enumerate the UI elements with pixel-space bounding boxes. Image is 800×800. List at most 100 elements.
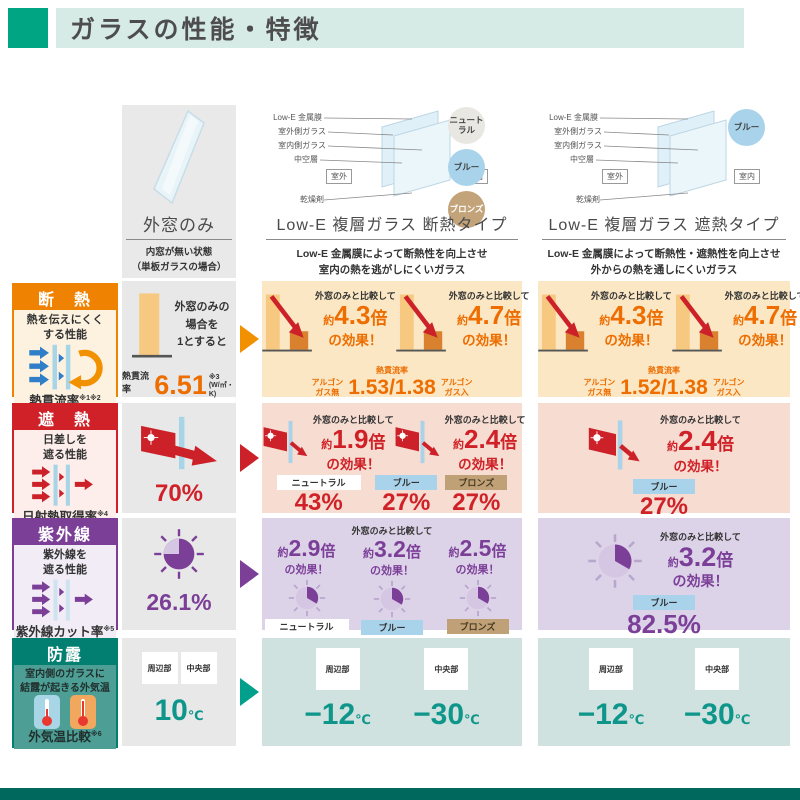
result-blue: ブルー 27%: [538, 479, 790, 520]
diagram-label-outdoor: 室外: [602, 169, 628, 184]
color-swatches: ブルー: [728, 109, 765, 146]
compare-group: 外窓のみと比較して 約4.7倍 の効果！: [672, 289, 800, 357]
cold-thermometer-icon: [34, 695, 60, 729]
result-blue: ブルー 27%: [375, 475, 438, 516]
uv-block-icon: [32, 579, 93, 621]
temp-peripheral: 周辺部 −12℃: [304, 648, 371, 730]
bar-drop-icon: [538, 294, 588, 352]
diagram-label-indoor-glass: 室内側ガラス: [278, 141, 326, 150]
baseline-bar-icon: [132, 293, 172, 358]
sun-deflect-icon: [588, 420, 640, 470]
swatch-bronze: ブロンズ: [448, 191, 485, 228]
outer-only-title: 外窓のみ: [143, 216, 215, 235]
right-arrow-condensation: [240, 678, 259, 706]
outer-baseline-note: 外窓のみの 場合を 1とすると: [174, 301, 230, 349]
diagram-label-outdoor: 室外: [326, 169, 352, 184]
outer-heat-flow-value: 熱貫流率 6.51 ※3 (W/㎡・K): [122, 370, 234, 400]
compare-group: 外窓のみと比較して 約3.2倍 の効果！: [538, 518, 790, 591]
cell-shielding-right: 外窓のみと比較して 約2.4倍 の効果！ ブルー 27%: [538, 403, 790, 520]
uv-pie-sun-icon: [154, 529, 204, 579]
cell-uv-outer: 26.1%: [122, 518, 236, 630]
sun-pass-icon: [141, 416, 217, 470]
result-neutral: ニュートラル 43%: [276, 475, 361, 516]
insulation-type-title: Low-E 複層ガラス 断熱タイプ: [276, 217, 508, 234]
compare-group: 外窓のみと比較して 約4.3倍 の効果！: [538, 289, 672, 357]
swatch-blue: ブルー: [448, 149, 485, 186]
column-header-outer-only: 外窓のみ 内窓が無い状態 （単板ガラスの場合）: [122, 105, 236, 278]
diagram-label-desiccant: 乾燥剤: [300, 195, 324, 204]
cell-shielding-outer: 70%: [122, 403, 236, 513]
cell-condensation-mid: 周辺部 −12℃ 中央部 −30℃: [262, 638, 522, 746]
row-label-condensation-desc: 室内側のガラスに 結露が起きる外気温: [20, 669, 110, 694]
diagram-label-metal-film: Low-E 金属膜: [549, 113, 598, 122]
compare-group: 外窓のみと比較して 約2.4倍 の効果！: [394, 413, 525, 473]
glass-panes-icon: [595, 110, 727, 201]
cell-condensation-right: 周辺部 −12℃ 中央部 −30℃: [538, 638, 790, 746]
right-arrow-shielding: [240, 444, 259, 472]
tile-peripheral: 周辺部: [141, 652, 178, 684]
heat-shield-icon: [32, 464, 93, 506]
divider: [126, 239, 232, 240]
compare-group: 外窓のみと比較して 約4.7倍 の効果！: [396, 289, 529, 357]
row-label-insulation-title: 断 熱: [14, 285, 116, 310]
bar-drop-icon: [262, 294, 312, 352]
swatch-neutral: ニュートラル: [448, 107, 485, 144]
row-label-uv: 紫外線 紫外線を 遮る性能 紫外線カット率※5: [12, 518, 118, 644]
uv-pie-sun-icon: [588, 533, 642, 588]
outer-uv-value: 26.1%: [146, 589, 212, 615]
glass-panes-icon: [319, 110, 451, 201]
diagram-label-hollow-layer: 中空層: [570, 155, 594, 164]
swatch-blue: ブルー: [728, 109, 765, 146]
sun-deflect-icon: [263, 420, 308, 464]
cell-insulation-mid: 外窓のみと比較して 約4.3倍 の効果！ 外窓のみと比較して 約4.7倍 の効果…: [262, 281, 529, 412]
diagram-label-hollow-layer: 中空層: [294, 155, 318, 164]
shielding-type-desc: Low-E 金属膜によって断熱性・遮熱性を向上させ 外からの熱を通しにくいガラス: [547, 248, 781, 277]
row-label-condensation-metric: 外気温比較※6: [28, 730, 102, 744]
diagram-label-outdoor-glass: 室外側ガラス: [554, 127, 602, 136]
cell-uv-right: 外窓のみと比較して 約3.2倍 の効果！ ブルー 82.5%: [538, 518, 790, 638]
row-label-shielding-title: 遮 熱: [14, 405, 116, 430]
accent-square: [8, 8, 48, 48]
row-label-insulation: 断 熱 熱を伝えにくく する性能 熱貫流率※1※2: [12, 283, 118, 413]
result-blue: ブルー 82.5%: [538, 595, 790, 639]
bar-drop-icon: [396, 294, 446, 352]
column-header-insulation-type: Low-E 金属膜 室外側ガラス 室内側ガラス 中空層 乾燥剤 室外 室内 ニュ…: [262, 105, 522, 278]
cell-insulation-outer: 外窓のみの 場合を 1とすると 熱貫流率 6.51 ※3 (W/㎡・K): [122, 281, 236, 400]
double-glazing-diagram: Low-E 金属膜 室外側ガラス 室内側ガラス 中空層 乾燥剤 室外 室内: [538, 105, 790, 210]
temp-peripheral: 周辺部 −12℃: [578, 648, 644, 730]
cell-condensation-outer: 周辺部 中央部 10℃: [122, 638, 236, 746]
footer-bar: [0, 788, 800, 800]
divider: [542, 239, 786, 240]
row-label-shielding: 遮 熱 日差しを 遮る性能 日射熱取得率※4: [12, 403, 118, 529]
cell-shielding-mid: 外窓のみと比較して 約1.9倍 の効果！ 外窓のみと比較して 約2: [262, 403, 525, 516]
cell-insulation-right: 外窓のみと比較して 約4.3倍 の効果！ 外窓のみと比較して 約4.7倍 の効果…: [538, 281, 800, 412]
row-label-uv-title: 紫外線: [14, 520, 116, 545]
temp-center: 中央部 −30℃: [684, 648, 750, 730]
diagram-label-indoor: 室内: [734, 169, 760, 184]
compare-group: 外窓のみと比較して 約2.4倍 の効果！: [538, 403, 790, 477]
uv-pie-sun-icon: [288, 579, 325, 616]
divider: [266, 239, 518, 240]
row-label-uv-desc: 紫外線を 遮る性能: [43, 549, 87, 576]
compare-group: 外窓のみと比較して 約1.9倍 の効果！: [262, 413, 394, 473]
temp-center: 中央部 −30℃: [413, 648, 480, 730]
outer-shgc-value: 70%: [154, 480, 204, 507]
color-swatches: ニュートラル ブルー ブロンズ: [448, 107, 485, 228]
row-label-condensation-title: 防露: [14, 640, 116, 665]
outer-only-caption: 内窓が無い状態 （単板ガラスの場合）: [131, 247, 227, 273]
column-header-shielding-type: Low-E 金属膜 室外側ガラス 室内側ガラス 中空層 乾燥剤 室外 室内 ブル…: [538, 105, 790, 278]
row-label-uv-metric: 紫外線カット率※5: [15, 624, 115, 639]
row-label-shielding-desc: 日差しを 遮る性能: [43, 434, 87, 461]
uv-pie-sun-icon: [459, 579, 496, 616]
diagram-label-desiccant: 乾燥剤: [576, 195, 600, 204]
right-arrow-uv: [240, 560, 259, 588]
diagram-label-metal-film: Low-E 金属膜: [273, 113, 322, 122]
cell-uv-mid: 約2.9倍 の効果！ ニュートラル 76.1% 外窓のみと比較して: [262, 518, 522, 660]
row-label-condensation: 防露 室内側のガラスに 結露が起きる外気温: [12, 638, 118, 749]
insulation-type-desc: Low-E 金属膜によって断熱性を向上させ 室内の熱を逃がしにくいガラス: [296, 248, 488, 277]
thermometer-icons: [34, 695, 96, 729]
double-glazing-diagram: Low-E 金属膜 室外側ガラス 室内側ガラス 中空層 乾燥剤 室外 室内: [262, 105, 522, 210]
row-label-insulation-desc: 熱を伝えにくく する性能: [26, 314, 104, 341]
right-arrow-insulation: [240, 325, 259, 353]
